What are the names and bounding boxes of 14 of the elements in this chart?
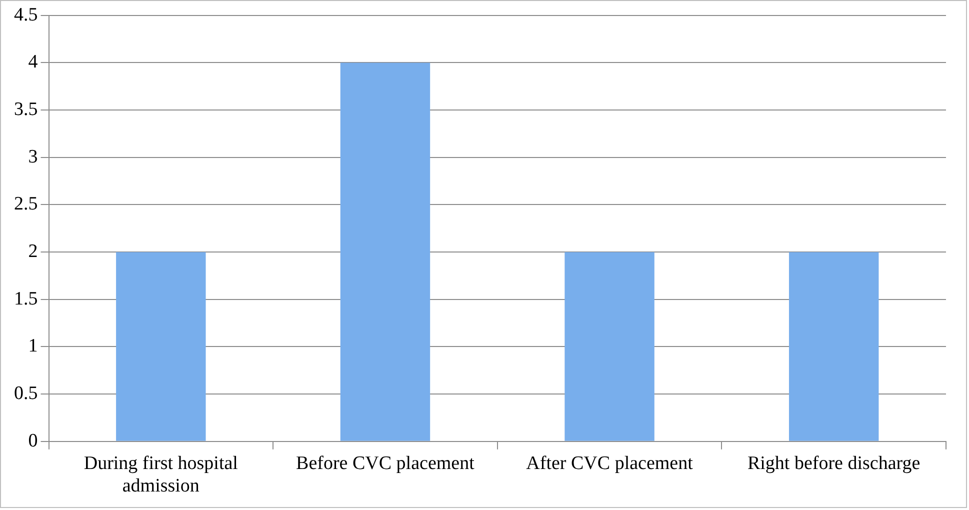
x-tick-label: After CVC placement — [526, 452, 694, 474]
y-tick-label: 4 — [28, 52, 38, 73]
y-tick-label: 2.5 — [14, 194, 38, 215]
x-tick-label: During first hospital admission — [84, 452, 238, 497]
y-tick-label: 2 — [28, 241, 38, 262]
y-tick-label: 1.5 — [14, 288, 38, 310]
y-tick-label: 4.5 — [14, 4, 38, 26]
y-tick-label: 1 — [28, 336, 38, 357]
y-tick-label: 0.5 — [14, 383, 38, 404]
y-tick-label: 3.5 — [14, 99, 38, 120]
x-tick-label: Right before discharge — [747, 452, 920, 474]
y-tick-label: 0 — [28, 430, 38, 452]
y-tick-label: 3 — [28, 146, 38, 168]
x-tick-label: Before CVC placement — [296, 452, 476, 474]
